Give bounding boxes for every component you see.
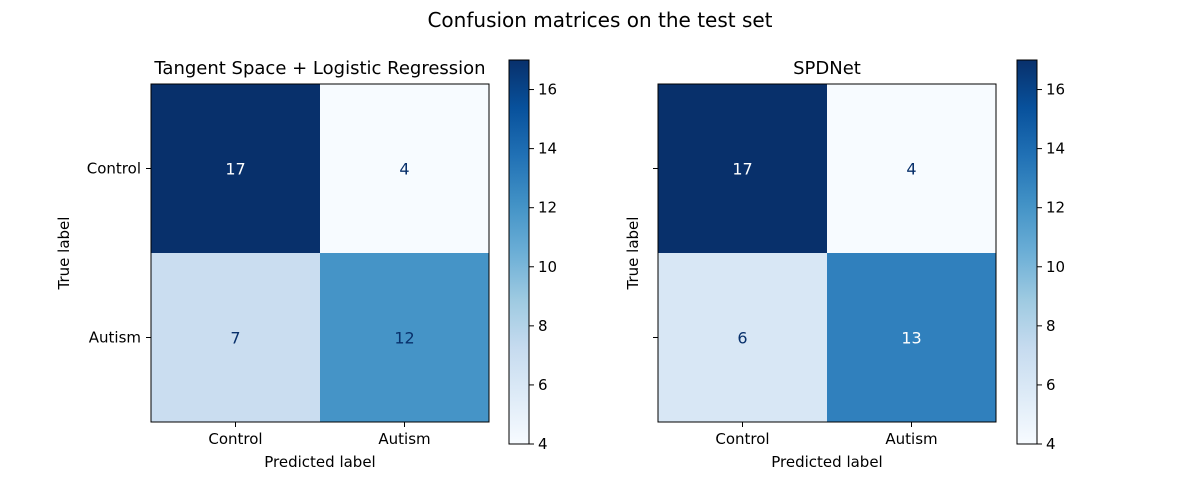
colorbar-tick-label: 12	[538, 199, 557, 217]
colorbar-tick-label: 14	[538, 140, 557, 158]
matrix-cell	[827, 253, 996, 422]
axes-title: SPDNet	[793, 58, 861, 79]
charts-container: 17 4 7 12 Tangent Space + Logistic Regressio…	[55, 58, 1065, 471]
matrix-cell	[151, 253, 320, 422]
colorbar-tick-label: 6	[538, 376, 548, 394]
cell-value-label: 17	[225, 160, 245, 179]
colorbar-tick-label: 14	[1046, 140, 1065, 158]
y-tick-label: Autism	[89, 329, 141, 347]
colorbar: 4 6 8 10 12 14 16	[1016, 59, 1065, 453]
x-axis-label: Predicted label	[264, 453, 375, 471]
axes-frame	[150, 83, 490, 423]
y-axis-label: True label	[55, 217, 73, 291]
cell-value-label: 12	[394, 329, 414, 348]
colorbar-tick-label: 10	[1046, 258, 1065, 276]
colorbar: 4 6 8 10 12 14 16	[508, 59, 557, 453]
colorbar-tick-label: 16	[538, 81, 557, 99]
colorbar-tick-label: 4	[1046, 435, 1056, 453]
axes-frame	[657, 83, 997, 423]
y-tick-label: Control	[87, 160, 141, 178]
colorbar-tick-label: 6	[1046, 376, 1056, 394]
x-tick-label: Autism	[378, 430, 430, 448]
colorbar-tick-label: 8	[538, 317, 548, 335]
matrix-cell	[658, 84, 827, 253]
matrix-cell	[320, 84, 489, 253]
matrix-cell	[320, 253, 489, 422]
matrix-cell	[151, 84, 320, 253]
colorbar-gradient	[508, 59, 530, 445]
y-axis-label: True label	[624, 217, 642, 291]
cell-value-label: 17	[732, 160, 752, 179]
colorbar-tick-label: 12	[1046, 199, 1065, 217]
colorbar-tick-label: 10	[538, 258, 557, 276]
x-tick-label: Control	[715, 430, 769, 448]
matrix-cell	[827, 84, 996, 253]
colorbar-tick-label: 16	[1046, 81, 1065, 99]
x-tick-label: Autism	[885, 430, 937, 448]
cell-value-label: 7	[230, 329, 240, 348]
colorbar-tick-label: 8	[1046, 317, 1056, 335]
matrix-cell	[658, 253, 827, 422]
figure-title: Confusion matrices on the test set	[427, 8, 772, 32]
x-tick-label: Control	[208, 430, 262, 448]
cell-value-label: 4	[399, 160, 409, 179]
axes-title: Tangent Space + Logistic Regression	[153, 58, 485, 79]
cell-value-label: 4	[906, 160, 916, 179]
colorbar-gradient	[1016, 59, 1038, 445]
confusion-matrix-1: 17 4 7 12 Tangent Space + Logistic Regressio…	[55, 58, 557, 471]
cell-value-label: 6	[737, 329, 747, 348]
cell-value-label: 13	[901, 329, 921, 348]
x-axis-label: Predicted label	[771, 453, 882, 471]
colorbar-tick-label: 4	[538, 435, 548, 453]
